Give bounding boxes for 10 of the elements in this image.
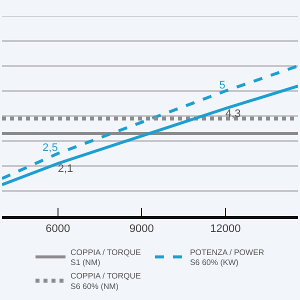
data-label: 4,3 <box>225 108 241 120</box>
legend-label: POTENZA / POWER S6 60% (KW) <box>190 248 264 268</box>
data-label: 2,5 <box>42 142 58 154</box>
data-label: 2,1 <box>58 162 74 175</box>
x-tick-label: 12000 <box>210 223 241 236</box>
x-tick-label: 9000 <box>129 223 154 236</box>
x-tick-label: 6000 <box>46 223 70 236</box>
legend-label: COPPIA / TORQUE S1 (NM) <box>70 248 141 268</box>
legend-label: COPPIA / TORQUE S6 60% (NM) <box>70 272 141 292</box>
data-label: 5 <box>219 79 226 92</box>
